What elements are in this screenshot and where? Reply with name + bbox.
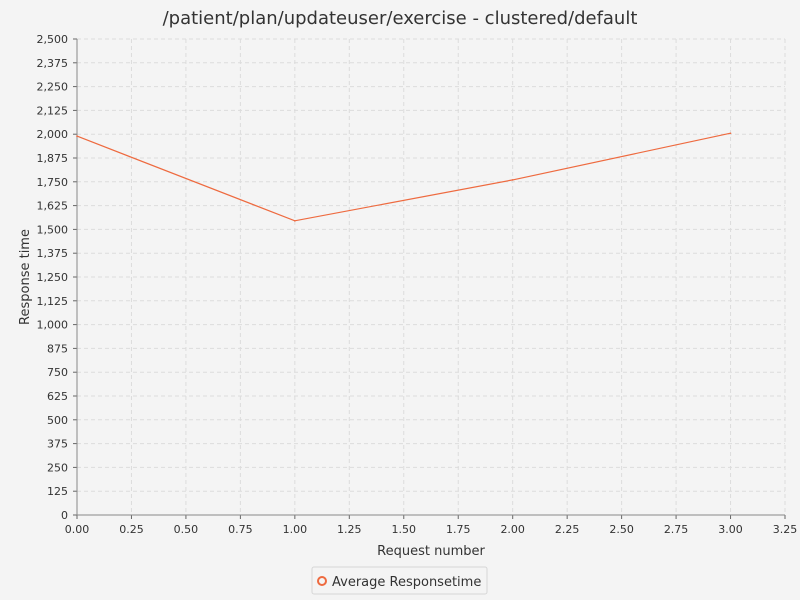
y-tick-label: 2,125 <box>37 104 69 117</box>
data-point <box>729 132 732 135</box>
x-tick-label: 2.50 <box>609 523 634 536</box>
x-tick-label: 0.00 <box>65 523 90 536</box>
y-tick-label: 1,375 <box>37 247 69 260</box>
x-axis-label: Request number <box>377 544 485 559</box>
y-tick-label: 1,125 <box>37 295 69 308</box>
data-point <box>76 135 78 137</box>
y-tick-label: 1,000 <box>37 319 69 332</box>
x-tick-label: 2.75 <box>664 523 689 536</box>
x-tick-label: 3.00 <box>718 523 743 536</box>
x-tick-label: 0.25 <box>119 523 144 536</box>
legend: Average Responsetime <box>311 566 488 595</box>
x-tick-label: 1.75 <box>446 523 471 536</box>
x-tick-label: 2.25 <box>555 523 580 536</box>
x-tick-label: 1.25 <box>337 523 362 536</box>
x-tick-label: 3.25 <box>773 523 798 536</box>
legend-label: Average Responsetime <box>332 575 481 590</box>
x-tick-label: 0.75 <box>228 523 253 536</box>
y-tick-label: 875 <box>47 342 68 355</box>
y-tick-label: 2,000 <box>37 128 69 141</box>
legend-marker-icon <box>317 576 327 586</box>
series-line-0 <box>76 132 731 222</box>
y-axis-label: Response time <box>18 229 33 325</box>
y-tick-label: 2,250 <box>37 81 69 94</box>
data-point <box>294 220 296 222</box>
y-tick-label: 750 <box>47 366 68 379</box>
y-tick-label: 1,750 <box>37 176 69 189</box>
y-tick-label: 0 <box>61 509 68 522</box>
series-lines <box>76 132 732 222</box>
y-tick-label: 1,875 <box>37 152 69 165</box>
y-tick-label: 125 <box>47 485 68 498</box>
tick-labels: 0.00 0.25 0.50 0.75 1.00 1.25 1.50 1.75 2.00 2.25… <box>37 33 798 536</box>
y-tick-label: 250 <box>47 461 68 474</box>
data-point <box>511 179 514 181</box>
y-tick-label: 375 <box>47 438 68 451</box>
axes <box>73 38 786 519</box>
x-tick-label: 2.00 <box>500 523 525 536</box>
y-tick-label: 2,375 <box>37 57 69 70</box>
y-tick-label: 625 <box>47 390 68 403</box>
chart-title: /patient/plan/updateuser/exercise - clus… <box>163 8 638 29</box>
x-tick-label: 0.50 <box>174 523 199 536</box>
y-tick-label: 1,500 <box>37 223 69 236</box>
x-tick-label: 1.50 <box>392 523 417 536</box>
y-tick-label: 2,500 <box>37 33 69 46</box>
x-tick-label: 1.00 <box>283 523 308 536</box>
y-tick-label: 500 <box>47 414 68 427</box>
y-tick-label: 1,250 <box>37 271 69 284</box>
y-tick-label: 1,625 <box>37 200 69 213</box>
legend-box <box>311 566 488 595</box>
